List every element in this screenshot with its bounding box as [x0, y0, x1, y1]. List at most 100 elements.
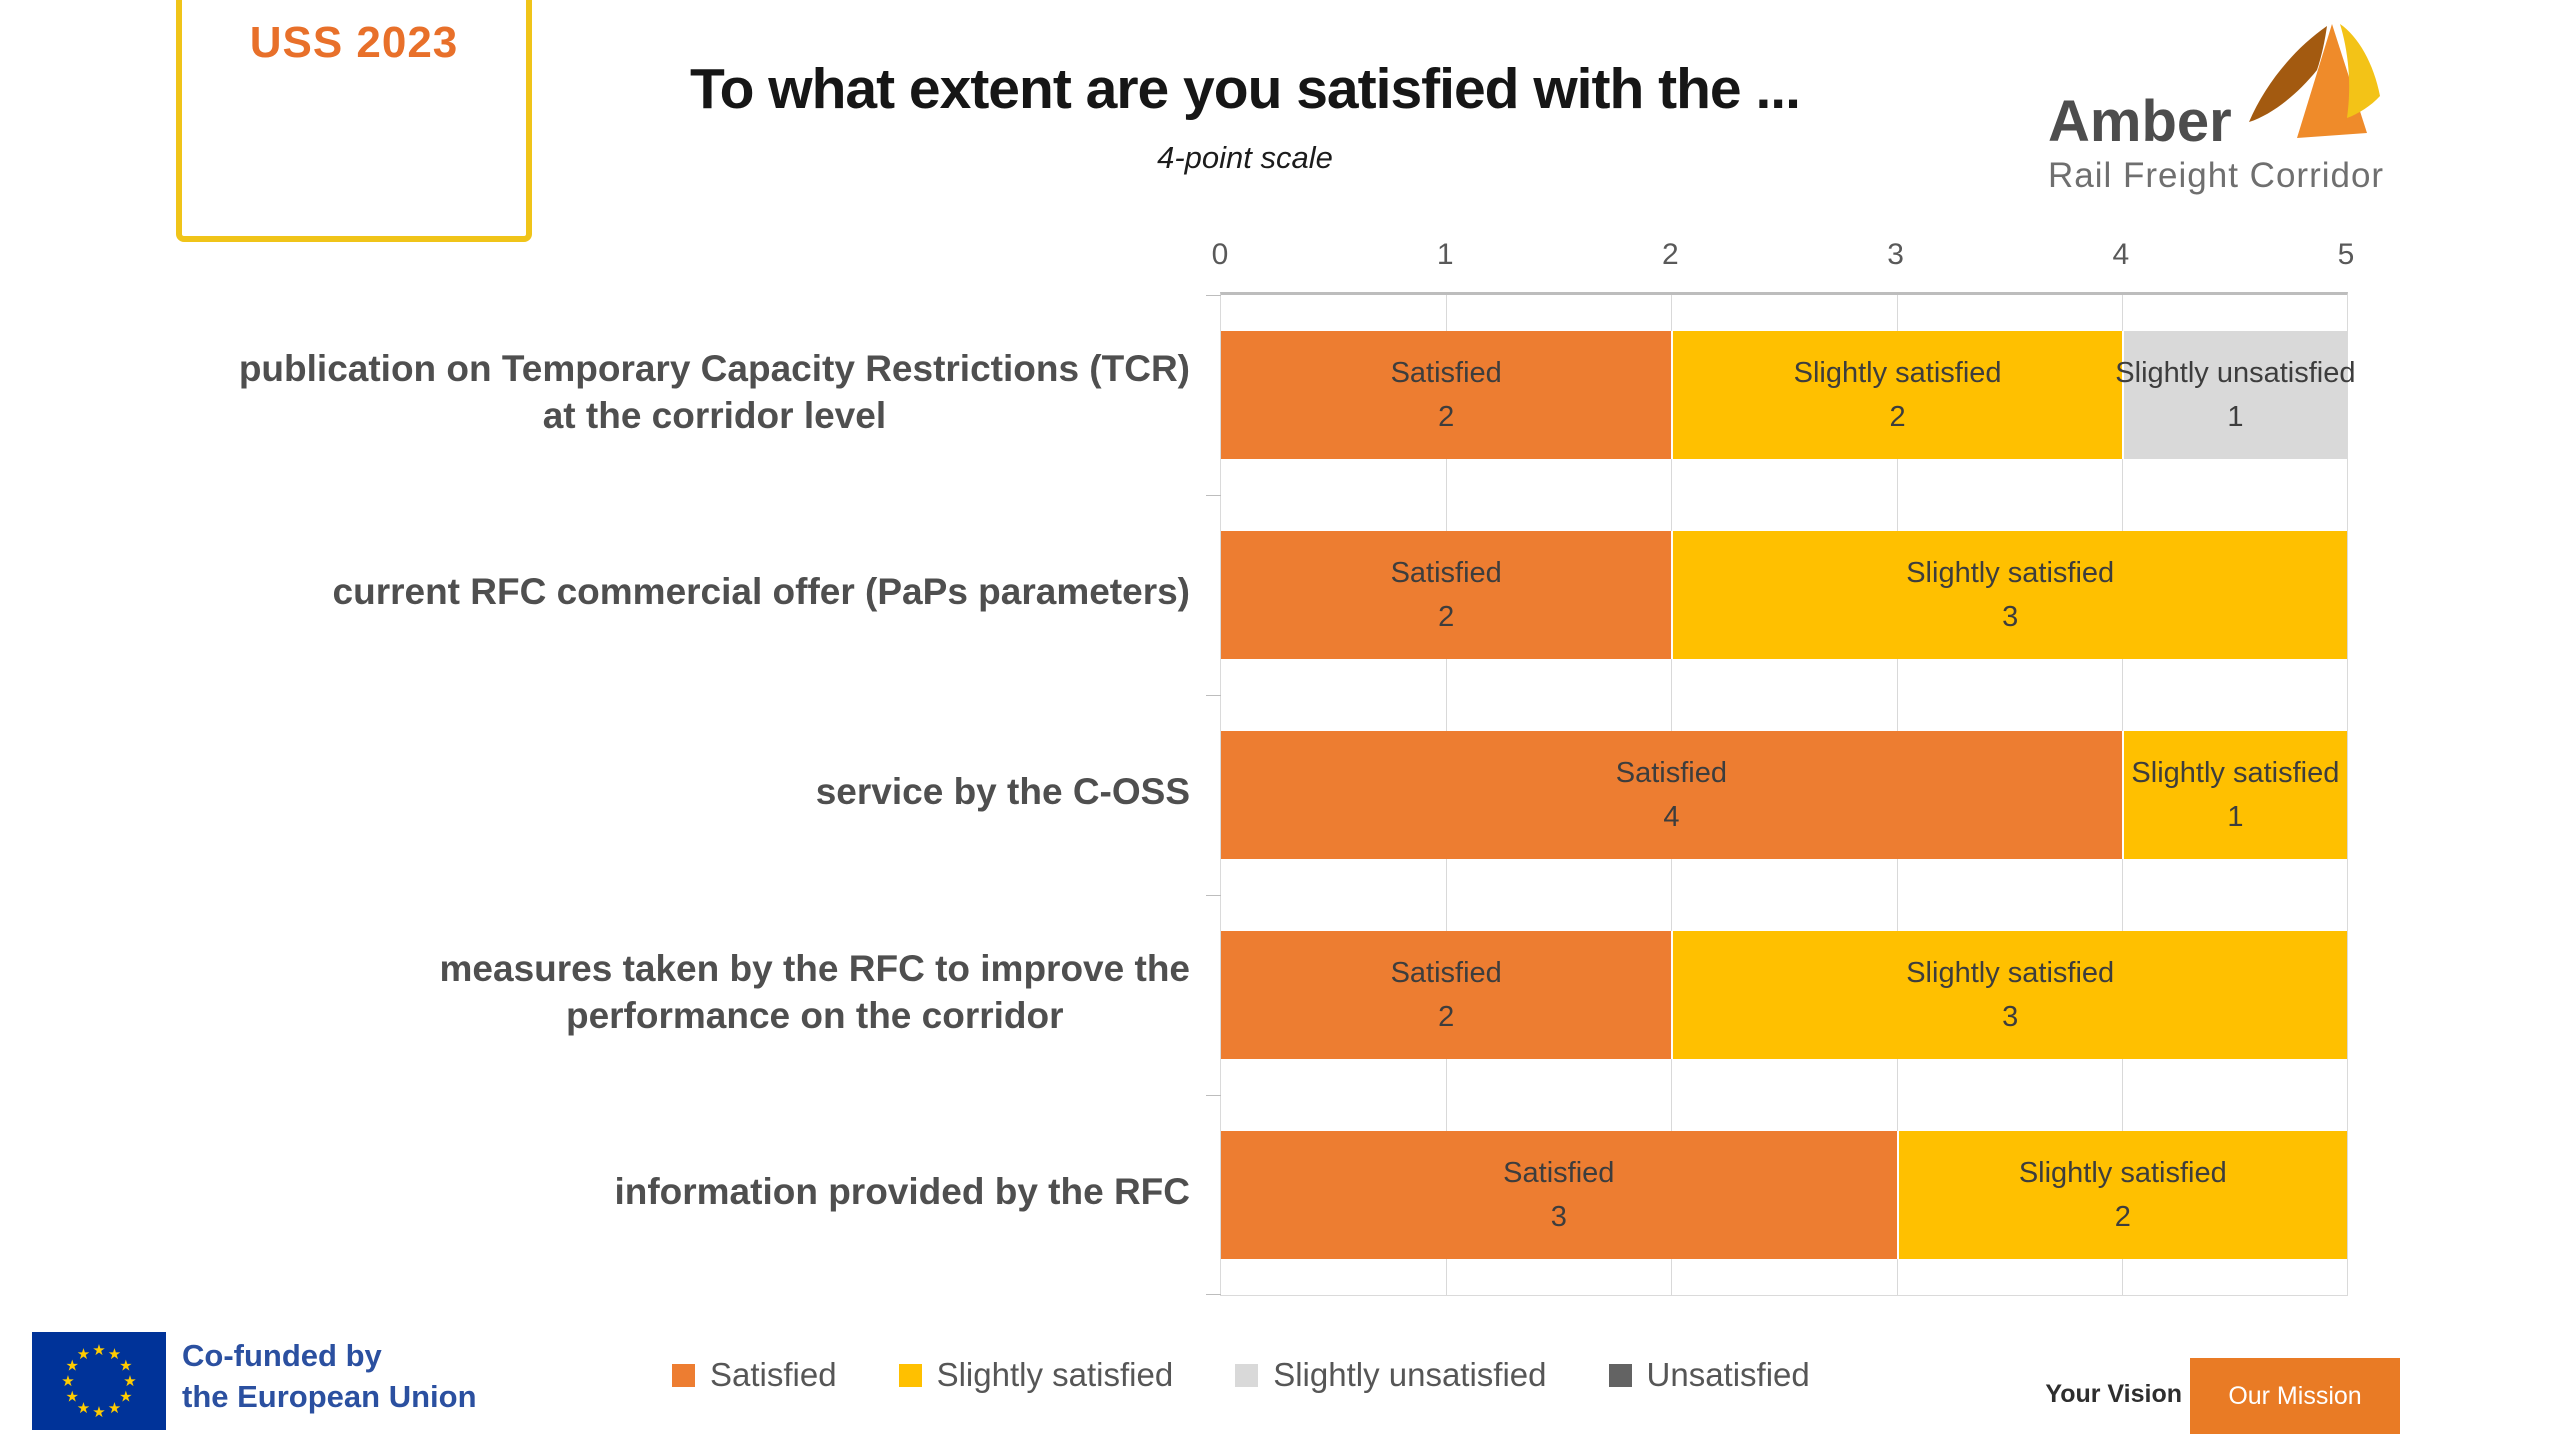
- category-label-line: at the corridor level: [542, 395, 887, 436]
- segment-label: Satisfied: [1390, 956, 1502, 989]
- bar-row: Satisfied 2 Slightly satisfied 3: [1221, 895, 2347, 1095]
- segment-label: Slightly unsatisfied: [2115, 356, 2356, 389]
- segment-value: 2: [1438, 1000, 1455, 1033]
- svg-text:★: ★: [119, 1358, 132, 1375]
- bar-segment: Slightly satisfied 3: [1671, 931, 2347, 1059]
- segment-value: 2: [1438, 400, 1455, 433]
- svg-text:★: ★: [123, 1373, 136, 1390]
- svg-text:★: ★: [61, 1373, 74, 1390]
- bar-segment: Slightly satisfied 2: [1671, 331, 2122, 459]
- eu-flag-icon: ★ ★ ★★ ★★ ★★ ★★ ★★: [32, 1332, 166, 1430]
- category-axis-tick: [1206, 1095, 1221, 1096]
- legend-swatch-icon: [672, 1363, 695, 1387]
- category-row: publication on Temporary Capacity Restri…: [40, 292, 1190, 492]
- category-label: information provided by the RFC: [614, 1168, 1190, 1215]
- bar-row: Satisfied 3 Slightly satisfied 2: [1221, 1095, 2347, 1295]
- category-axis-tick: [1206, 495, 1221, 496]
- category-axis: publication on Temporary Capacity Restri…: [40, 292, 1190, 1292]
- segment-label: Satisfied: [1390, 556, 1502, 589]
- svg-text:★: ★: [119, 1389, 132, 1406]
- legend-item: Unsatisfied: [1608, 1356, 1810, 1394]
- segment-label: Slightly satisfied: [1906, 956, 2115, 989]
- bar-segment: Satisfied 2: [1221, 331, 1672, 459]
- segment-label: Slightly satisfied: [2018, 1156, 2227, 1189]
- segment-value: 4: [1663, 800, 1680, 833]
- segment-value: 3: [2002, 600, 2019, 633]
- bar-row: Satisfied 4 Slightly satisfied 1: [1221, 695, 2347, 895]
- amber-logo-tagline: Rail Freight Corridor: [2048, 156, 2385, 195]
- segment-value: 2: [2114, 1200, 2131, 1233]
- bar-segment: Slightly satisfied 2: [1896, 1131, 2347, 1259]
- segment-value: 1: [2227, 800, 2244, 833]
- category-axis-tick: [1206, 895, 1221, 896]
- legend-label: Unsatisfied: [1646, 1356, 1810, 1393]
- bar-row: Satisfied 2 Slightly satisfied 2 Slightly un…: [1221, 295, 2355, 495]
- svg-text:★: ★: [77, 1400, 90, 1417]
- category-label-line: measures taken by the RFC to improve the: [439, 947, 1190, 989]
- category-label: measures taken by the RFC to improve the…: [440, 945, 1190, 1040]
- category-axis-tick: [1206, 695, 1221, 696]
- category-label-line: performance on the corridor: [565, 995, 1064, 1036]
- legend-item: Slightly unsatisfied: [1235, 1356, 1547, 1394]
- svg-text:★: ★: [65, 1389, 78, 1406]
- bar-segment: Slightly unsatisfied 1: [2115, 331, 2355, 459]
- legend-item: Slightly satisfied: [898, 1356, 1174, 1394]
- segment-value: 1: [2227, 400, 2244, 433]
- amber-logo-icon: [2249, 24, 2380, 138]
- eu-cofunded-label: Co-funded by the European Union: [182, 1336, 477, 1418]
- vision-label: Your Vision: [2045, 1380, 2182, 1408]
- svg-text:★: ★: [65, 1358, 78, 1375]
- category-label-line: information provided by the RFC: [614, 1171, 1190, 1213]
- legend-swatch-icon: [1235, 1363, 1259, 1387]
- legend-label: Slightly satisfied: [936, 1356, 1174, 1393]
- segment-value: 3: [1550, 1200, 1567, 1233]
- mission-label: Our Mission: [2228, 1381, 2362, 1410]
- category-row: measures taken by the RFC to improve the…: [40, 892, 1190, 1092]
- segment-value: 2: [1438, 600, 1455, 633]
- svg-text:★: ★: [92, 1342, 105, 1359]
- plot-area: Satisfied 2 Slightly satisfied 2 Slightly un…: [1206, 292, 2355, 1296]
- bar-segment: Satisfied 4: [1221, 731, 2122, 859]
- legend-label: Satisfied: [710, 1356, 837, 1393]
- legend-item: Satisfied: [672, 1356, 837, 1394]
- eu-cofunded-line2: the European Union: [182, 1378, 477, 1414]
- segment-label: Slightly satisfied: [2131, 756, 2340, 789]
- category-axis-tick: [1206, 1294, 1221, 1295]
- segment-label: Satisfied: [1503, 1156, 1615, 1189]
- svg-text:★: ★: [77, 1346, 90, 1363]
- x-tick-label: 1: [1436, 238, 1454, 271]
- segment-label: Slightly satisfied: [1906, 556, 2115, 589]
- x-tick-label: 2: [1662, 238, 1679, 271]
- category-label: publication on Temporary Capacity Restri…: [239, 345, 1190, 440]
- mission-box: Our Mission: [2190, 1358, 2400, 1434]
- eu-cofunded-line1: Co-funded by: [182, 1338, 382, 1373]
- category-row: current RFC commercial offer (PaPs param…: [40, 492, 1190, 692]
- category-label-line: current RFC commercial offer (PaPs param…: [332, 571, 1190, 613]
- x-tick-label: 4: [2112, 238, 2130, 271]
- category-label: current RFC commercial offer (PaPs param…: [333, 568, 1190, 615]
- uss-badge-label: USS 2023: [249, 18, 459, 67]
- bar-segment: Satisfied 2: [1221, 931, 1672, 1059]
- category-row: service by the C-OSS: [40, 692, 1190, 892]
- legend-swatch-icon: [898, 1363, 922, 1387]
- category-label: service by the C-OSS: [816, 768, 1190, 815]
- segment-value: 3: [2002, 1000, 2019, 1033]
- segment-value: 2: [1889, 400, 1906, 433]
- segment-label: Satisfied: [1615, 756, 1728, 789]
- x-axis: 0 1 2 3 4 5: [1212, 238, 2355, 278]
- segment-label: Slightly satisfied: [1793, 356, 2002, 389]
- amber-logo-brand: Amber: [2048, 89, 2232, 154]
- segment-label: Satisfied: [1390, 356, 1502, 389]
- x-tick-label: 5: [2337, 238, 2355, 271]
- category-label-line: publication on Temporary Capacity Restri…: [238, 347, 1190, 389]
- x-tick-label: 3: [1887, 238, 1904, 271]
- page-subtitle: 4-point scale: [1157, 140, 1333, 175]
- category-axis-tick: [1206, 295, 1221, 296]
- bar-segment: Satisfied 3: [1221, 1131, 1897, 1259]
- bar-segment: Slightly satisfied 3: [1671, 531, 2347, 659]
- category-row: information provided by the RFC: [40, 1092, 1190, 1292]
- bar-segment: Satisfied 2: [1221, 531, 1672, 659]
- bar-row: Satisfied 2 Slightly satisfied 3: [1221, 495, 2347, 695]
- chart-legend: Satisfied Slightly satisfied Slightly unsa…: [672, 1356, 1810, 1394]
